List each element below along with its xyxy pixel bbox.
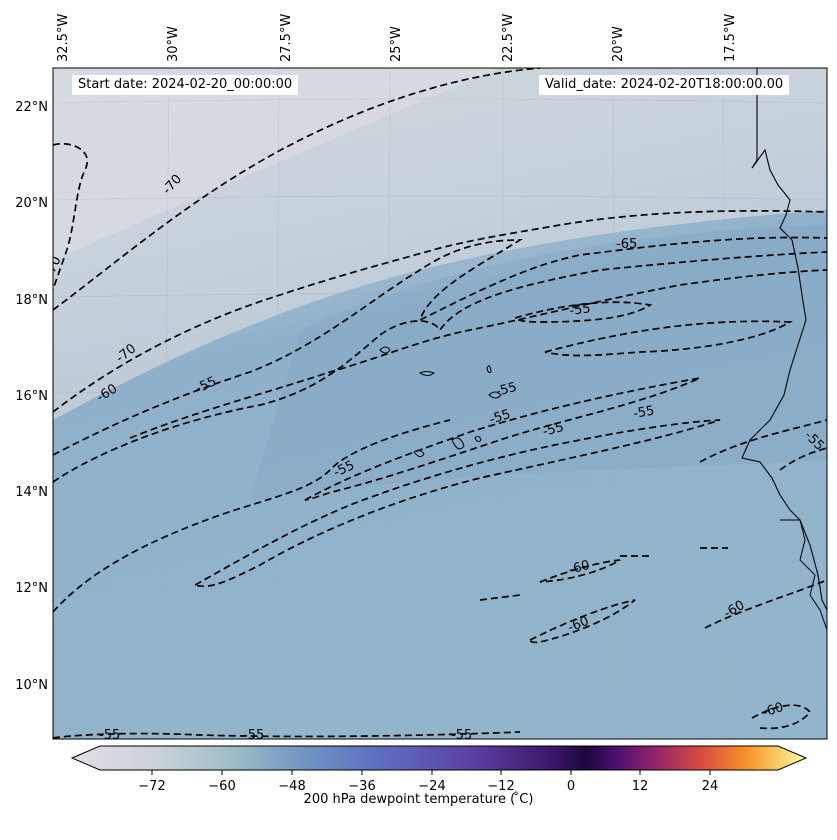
contour-label: -55 (568, 301, 591, 319)
colorbar-tick-label: −48 (278, 779, 305, 794)
colorbar-bar (70, 745, 808, 771)
graticule (53, 68, 827, 739)
lon-label: 32.5°W (56, 14, 71, 62)
contour-minus55-a (129, 269, 827, 439)
start-date-label: Start date: 2024-02-20_00:00:00 (72, 75, 299, 95)
contour-minus60-fragment-c (479, 594, 521, 601)
contour-label: -55 (541, 420, 565, 440)
lon-label: 17.5°W (723, 14, 738, 62)
colorbar-tick-label: −24 (418, 779, 445, 794)
colorbar-tick-labels: −72 −60 −48 −36 −24 −12 0 12 24 (138, 779, 718, 794)
lat-label: 10°N (15, 678, 48, 693)
colorbar: −72 −60 −48 −36 −24 −12 0 12 24 (70, 745, 808, 794)
contour-minus70-b (53, 142, 88, 291)
lon-label: 22.5°W (501, 14, 516, 62)
colorbar-tick-marks (151, 770, 711, 775)
driest-airmass-region (53, 68, 500, 260)
contour-minus60-h (704, 579, 827, 629)
contour-minus60-a (53, 236, 827, 456)
colorbar-title: 200 hPa dewpoint temperature ( ̊C) (303, 792, 534, 807)
contour-label: -65 (616, 237, 637, 252)
map-frame (52, 67, 828, 740)
contour-label: -55 (494, 380, 518, 400)
contour-label: -60 (567, 558, 591, 578)
lat-label: 20°N (15, 196, 48, 211)
colorbar-tick-label: −36 (348, 779, 375, 794)
contour-label: -55 (99, 728, 120, 743)
contour-minus55-e (779, 447, 827, 471)
colorbar-tick-label: 24 (702, 779, 719, 794)
lat-label: 12°N (15, 581, 48, 596)
contour-minus55-b (514, 301, 653, 323)
lat-label: 14°N (15, 485, 48, 500)
valid-date-label: Valid_date: 2024-02-20T18:00:00.00 (539, 75, 790, 95)
lat-label: 16°N (15, 389, 48, 404)
contour-label: -70 (42, 254, 65, 280)
contour-minus55-c (304, 377, 701, 501)
contour-label: -60 (761, 700, 786, 721)
contour-minus60-f (529, 599, 636, 644)
contour-minus60-b (53, 251, 827, 483)
contour-label: -55 (243, 728, 264, 743)
contour-minus55-d (699, 419, 827, 463)
lon-label: 25°W (389, 26, 404, 62)
colorbar-tick-label: 0 (567, 779, 575, 794)
longitude-labels: 32.5°W 30°W 27.5°W 25°W 22.5°W 20°W 17.5… (56, 14, 738, 62)
contour-minus60-d (192, 419, 721, 588)
contour-minus65 (53, 210, 827, 413)
coastline (741, 68, 827, 611)
dewpoint-contours (53, 68, 827, 739)
contour-label: -55 (488, 407, 513, 428)
lon-label: 27.5°W (279, 14, 294, 62)
colorbar-tick-label: −12 (487, 779, 514, 794)
lon-label: 30°W (166, 26, 181, 62)
lon-label: 20°W (611, 26, 626, 62)
contour-minus60-g (539, 559, 621, 583)
contour-minus60-c (544, 320, 793, 357)
contour-label: -55 (632, 403, 656, 421)
colorbar-tick-label: −72 (138, 779, 165, 794)
colorbar-tick-label: −60 (208, 779, 235, 794)
contour-minus70-a (53, 68, 541, 311)
map-panel: -70 -70 -70 -65 -60 -60 -60 -60 -60 -55 … (42, 68, 827, 743)
latitude-labels: 22°N 20°N 18°N 16°N 14°N 12°N 10°N (15, 100, 48, 693)
lat-label: 18°N (15, 293, 48, 308)
contour-label: -55 (451, 728, 472, 743)
contour-label: -60 (566, 614, 591, 636)
lat-label: 22°N (15, 100, 48, 115)
colorbar-tick-label: 12 (632, 779, 649, 794)
contour-minus60-e (53, 419, 451, 613)
coastline-islands (780, 519, 827, 631)
